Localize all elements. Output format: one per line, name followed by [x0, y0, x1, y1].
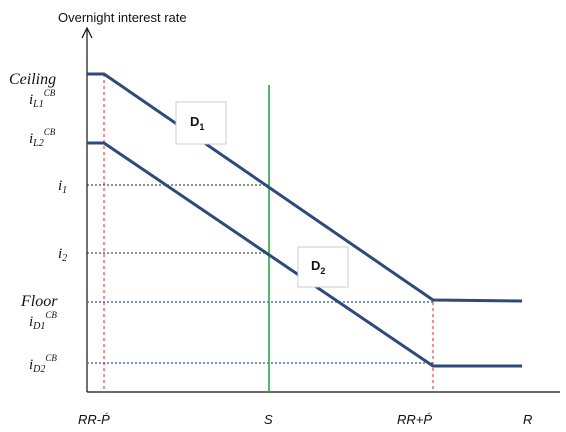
d1-label: D [190, 114, 199, 129]
x-label-rr-minus-p: RR-Ṕ [78, 412, 110, 427]
i2-label: i2 [58, 246, 67, 264]
demand-curve-d1 [87, 72, 523, 303]
i-l2-cb-label: iL2CB [29, 127, 56, 149]
d1-label-box: D1 [175, 101, 227, 145]
floor-label: Floor [20, 293, 58, 310]
d2-label-box: D2 [297, 246, 349, 288]
x-label-rr-plus-p: RR+Ṕ [397, 412, 432, 427]
i-l1-cb-label: iL1CB [29, 88, 56, 110]
y-axis-arrow [81, 26, 93, 39]
d2-label: D [311, 258, 320, 273]
demand-curve-d2 [87, 141, 522, 368]
i1-label: i1 [58, 178, 67, 196]
x-label-s: S [264, 412, 273, 427]
d1-label-sub: 1 [199, 122, 204, 132]
svg-text:D2: D2 [311, 258, 325, 276]
i-d1-cb-label: iD1CB [29, 310, 57, 332]
y-axis-title: Overnight interest rate [58, 10, 187, 25]
x-label-r: R [523, 412, 532, 427]
svg-text:D1: D1 [190, 114, 204, 132]
d2-label-sub: 2 [320, 266, 325, 276]
ceiling-label: Ceiling [9, 71, 56, 88]
i-d2-cb-label: iD2CB [29, 353, 57, 375]
